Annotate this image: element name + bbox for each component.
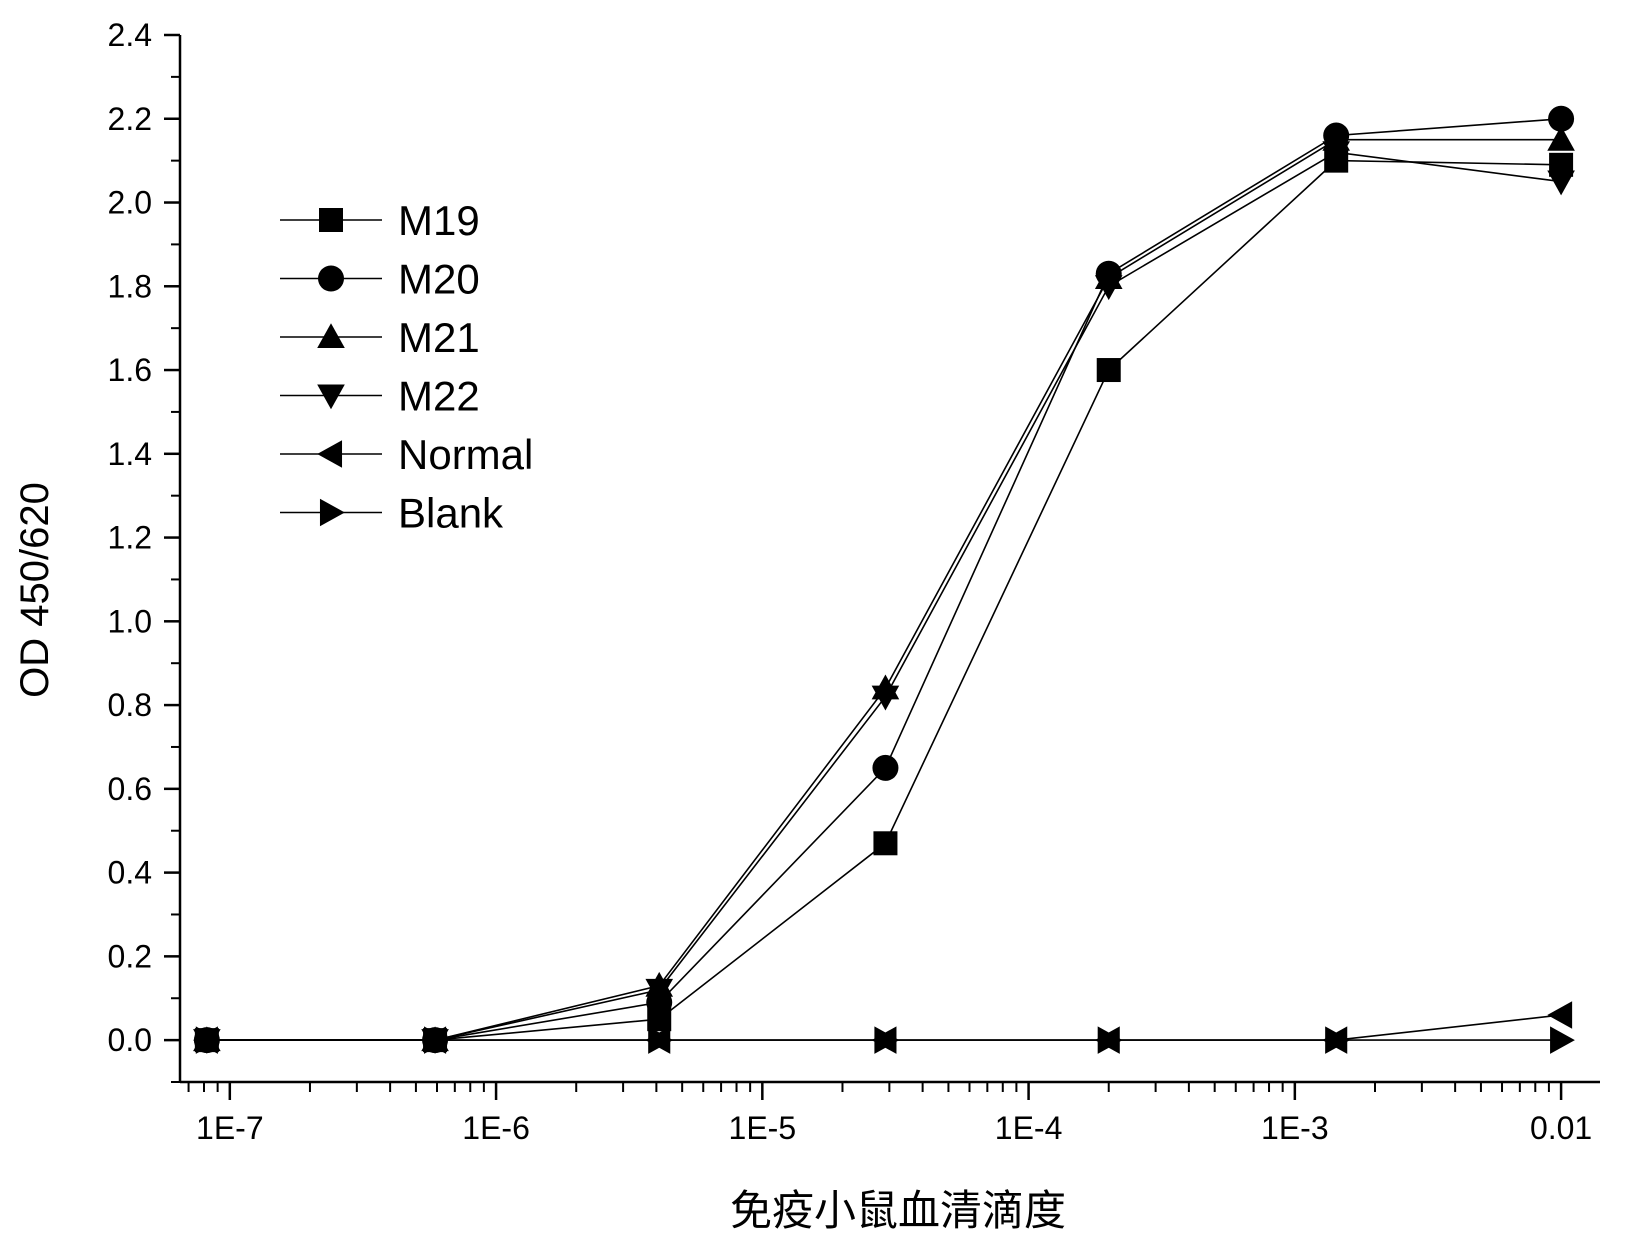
data-point-blank xyxy=(424,1026,449,1054)
data-point-m19 xyxy=(873,831,898,856)
legend-marker-m21 xyxy=(317,323,345,349)
x-tick-label: 1E-6 xyxy=(462,1110,530,1146)
y-tick-label: 0.2 xyxy=(108,938,152,974)
data-point-m19 xyxy=(1096,358,1121,383)
y-tick-label: 1.4 xyxy=(108,436,152,472)
x-tick-label: 0.01 xyxy=(1530,1110,1592,1146)
y-tick-label: 1.8 xyxy=(108,268,152,304)
x-tick-label: 1E-5 xyxy=(729,1110,797,1146)
data-point-blank xyxy=(1550,1026,1575,1054)
y-tick-label: 0.8 xyxy=(108,687,152,723)
x-tick-label: 1E-7 xyxy=(196,1110,264,1146)
data-point-blank xyxy=(1097,1026,1123,1054)
data-point-m22 xyxy=(645,978,674,1004)
x-axis-ticks: 1E-7 1E-6 1E-5 1E-4 1E-3 0.01 xyxy=(187,1082,1592,1146)
legend-marker-m20 xyxy=(318,265,344,292)
data-point-normal xyxy=(1547,1001,1573,1029)
data-point-blank xyxy=(195,1026,221,1054)
legend-marker-m22 xyxy=(317,384,345,410)
y-tick-label: 2.4 xyxy=(108,17,152,53)
legend-label-m19: M19 xyxy=(398,197,480,244)
y-tick-label: 1.0 xyxy=(108,603,152,639)
legend-marker-normal xyxy=(317,440,343,468)
y-tick-label: 0.0 xyxy=(108,1022,152,1058)
y-tick-label: 2.0 xyxy=(108,185,152,221)
data-point-m22 xyxy=(1547,170,1575,196)
series-markers xyxy=(193,105,1575,1054)
legend-marker-m19 xyxy=(319,208,343,232)
legend-label-m21: M21 xyxy=(398,314,480,361)
data-point-m20 xyxy=(872,754,899,781)
y-axis-label: OD 450/620 xyxy=(13,482,57,698)
y-tick-label: 1.6 xyxy=(108,352,152,388)
y-axis-ticks: 0.0 0.2 0.4 0.6 0.8 1.0 1.2 1.4 1.6 1.8 2.0 2.2 2.4 xyxy=(108,17,180,1083)
data-point-blank xyxy=(1325,1026,1350,1054)
legend-label-m20: M20 xyxy=(398,256,480,303)
x-tick-label: 1E-4 xyxy=(995,1110,1063,1146)
y-tick-label: 1.2 xyxy=(108,520,152,556)
y-tick-label: 0.6 xyxy=(108,771,152,807)
legend-label-normal: Normal xyxy=(398,431,533,478)
x-axis-label: 免疫小鼠血清滴度 xyxy=(730,1186,1066,1235)
data-point-blank xyxy=(648,1026,674,1054)
data-point-m21 xyxy=(1547,125,1575,151)
legend-marker-blank xyxy=(319,498,345,527)
y-tick-label: 2.2 xyxy=(108,101,152,137)
data-point-m20 xyxy=(1548,105,1575,132)
data-point-blank xyxy=(874,1026,900,1054)
y-tick-label: 0.4 xyxy=(108,855,152,891)
data-point-m22 xyxy=(1094,275,1123,301)
legend-label-blank: Blank xyxy=(398,490,504,537)
x-tick-label: 1E-3 xyxy=(1261,1110,1329,1146)
axes xyxy=(178,35,1600,1084)
legend-label-m22: M22 xyxy=(398,373,480,420)
data-point-m22 xyxy=(1322,141,1350,167)
data-point-m22 xyxy=(871,685,900,711)
legend: M19 M20 M21 M22 Normal Blank xyxy=(280,197,533,537)
